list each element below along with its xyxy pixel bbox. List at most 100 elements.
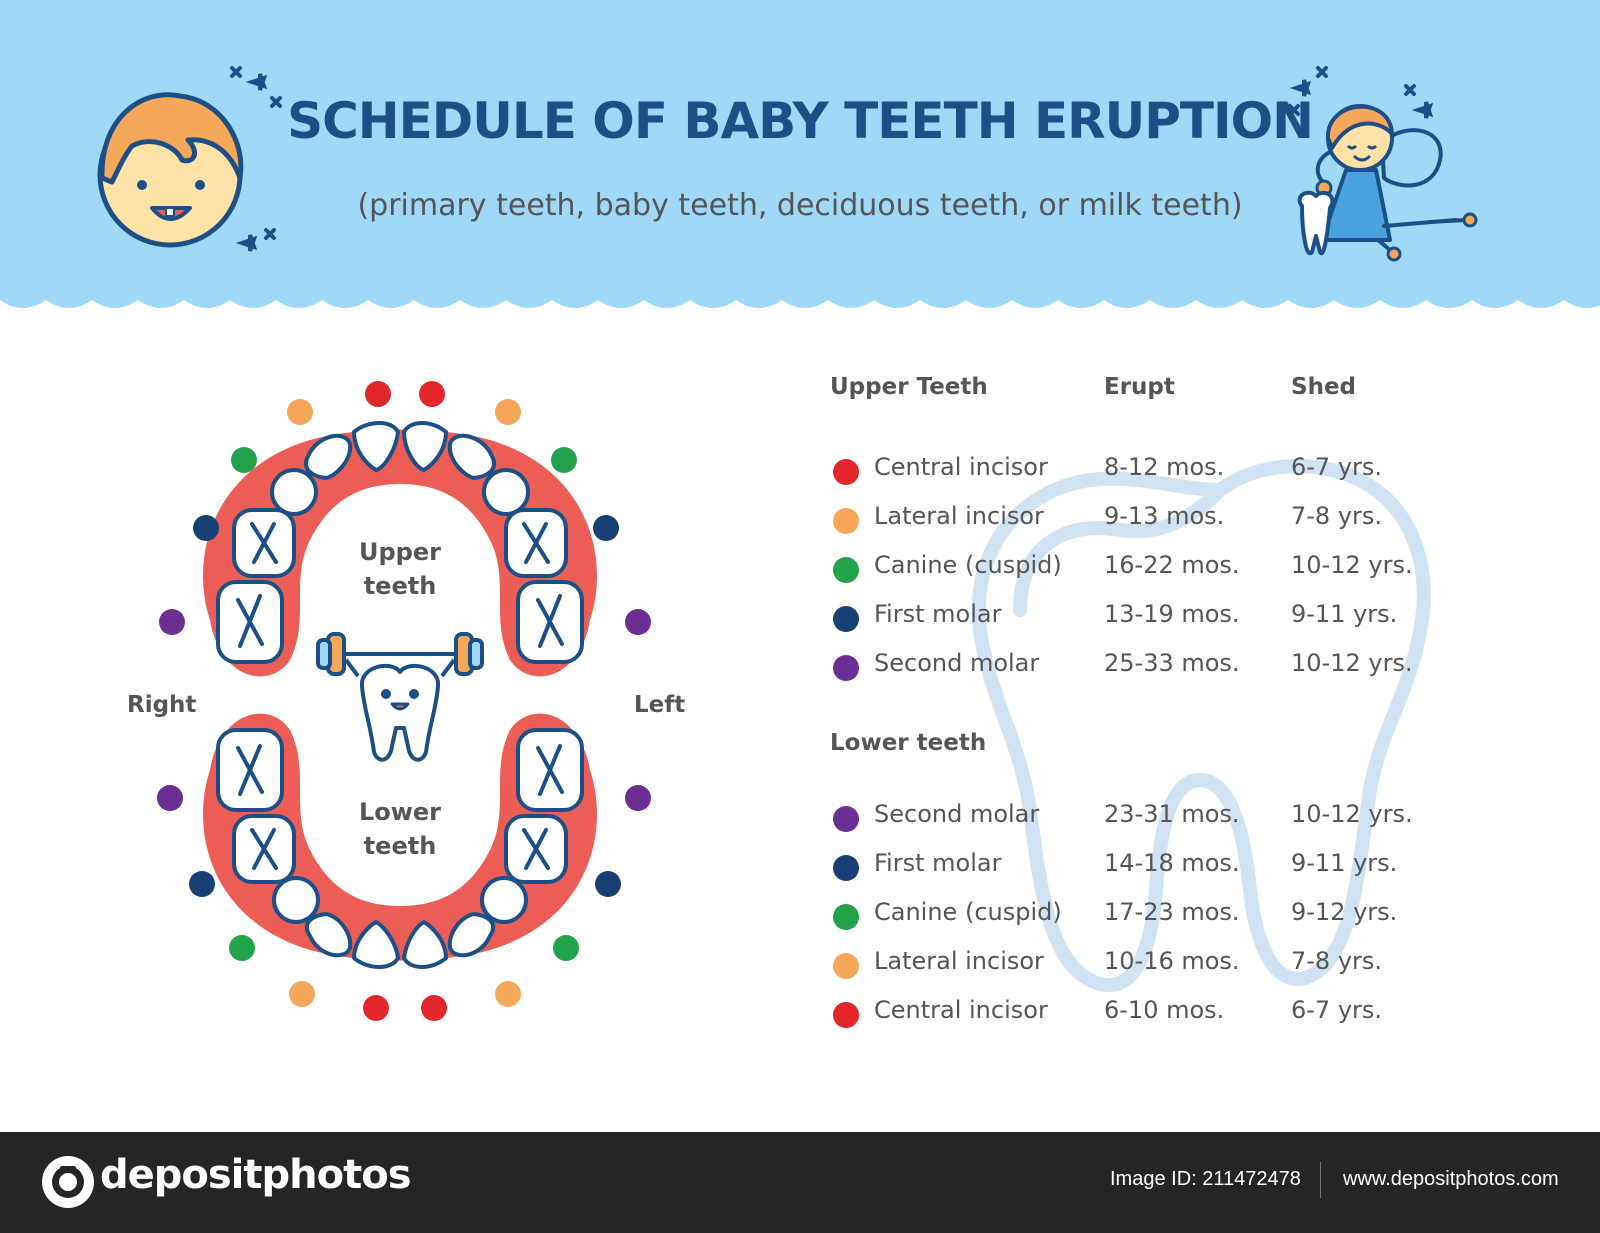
table-row: Central incisor 8-12 mos. 6-7 yrs. — [830, 451, 1450, 491]
dot-lower-lateral-incisor-right — [289, 981, 315, 1007]
tooth-color-dot — [833, 508, 859, 534]
left-side-label: Left — [634, 692, 686, 718]
tooth-color-dot — [833, 1002, 859, 1028]
dot-upper-central-incisor-right — [365, 381, 391, 407]
dot-lower-lateral-incisor-left — [495, 981, 521, 1007]
tooth-upper-canine-left — [482, 468, 530, 516]
dental-chart-diagram: Upper teeth Lower teeth — [157, 381, 651, 1021]
table-row: First molar 14-18 mos. 9-11 yrs. — [830, 847, 1450, 887]
erupt-age: 10-16 mos. — [1104, 947, 1240, 975]
tooth-color-dot — [833, 806, 859, 832]
sparkle-stars-icon — [1288, 66, 1434, 119]
shed-age: 10-12 yrs. — [1291, 649, 1413, 677]
tooth-lower-lateral-incisor-left — [447, 912, 496, 958]
upper-teeth-header: Upper Teeth — [830, 374, 988, 400]
footer-divider — [1320, 1162, 1321, 1198]
tooth-name: Canine (cuspid) — [874, 898, 1062, 926]
tooth-color-dot — [833, 557, 859, 583]
erupt-age: 17-23 mos. — [1104, 898, 1240, 926]
shed-age: 9-11 yrs. — [1291, 600, 1398, 628]
tooth-lower-canine-right — [272, 876, 320, 924]
dot-upper-canine-left — [551, 447, 577, 473]
erupt-age: 25-33 mos. — [1104, 649, 1240, 677]
dot-upper-canine-right — [231, 447, 257, 473]
dot-upper-first-molar-right — [193, 515, 219, 541]
dot-upper-lateral-incisor-right — [287, 399, 313, 425]
table-row: Second molar 23-31 mos. 10-12 yrs. — [830, 798, 1450, 838]
shed-age: 6-7 yrs. — [1291, 453, 1383, 481]
dot-lower-canine-right — [229, 935, 255, 961]
right-side-label: Right — [127, 692, 197, 718]
tooth-lower-lateral-incisor-right — [304, 912, 353, 958]
table-row: Lateral incisor 10-16 mos. 7-8 yrs. — [830, 945, 1450, 985]
tooth-color-dot — [833, 459, 859, 485]
dot-lower-central-incisor-left — [421, 995, 447, 1021]
tooth-outline-icon — [971, 459, 1431, 993]
table-row: Second molar 25-33 mos. 10-12 yrs. — [830, 647, 1450, 687]
tooth-upper-central-incisor-right — [352, 421, 400, 472]
shed-age: 9-11 yrs. — [1291, 849, 1398, 877]
table-row: Central incisor 6-10 mos. 6-7 yrs. — [830, 994, 1450, 1034]
sparkle-stars-icon — [230, 66, 282, 252]
shed-age: 7-8 yrs. — [1291, 947, 1383, 975]
table-row: Canine (cuspid) 16-22 mos. 10-12 yrs. — [830, 549, 1450, 589]
baby-face-illustration — [97, 66, 282, 252]
page-title: SCHEDULE OF BABY TEETH ERUPTION — [287, 92, 1314, 150]
lower-teeth-label-line1: Lower — [359, 798, 441, 826]
tooth-name: Central incisor — [874, 453, 1048, 481]
table-row: Lateral incisor 9-13 mos. 7-8 yrs. — [830, 500, 1450, 540]
tooth-name: Second molar — [874, 800, 1040, 828]
shed-age: 9-12 yrs. — [1291, 898, 1398, 926]
tooth-color-dots — [157, 381, 651, 1021]
dot-upper-central-incisor-left — [419, 381, 445, 407]
dot-upper-second-molar-right — [159, 609, 185, 635]
image-id-text: Image ID: 211472478 — [1110, 1168, 1301, 1190]
dot-lower-second-molar-right — [157, 785, 183, 811]
dot-lower-second-molar-left — [625, 785, 651, 811]
erupt-age: 16-22 mos. — [1104, 551, 1240, 579]
site-url-link[interactable]: www.depositphotos.com — [1343, 1168, 1559, 1190]
erupt-age: 6-10 mos. — [1104, 996, 1225, 1024]
tooth-name: First molar — [874, 849, 1002, 877]
tooth-upper-lateral-incisor-left — [447, 434, 496, 480]
tooth-mascot-icon — [316, 632, 484, 762]
tooth-upper-lateral-incisor-right — [304, 434, 353, 480]
tooth-color-dot — [833, 953, 859, 979]
table-row: First molar 13-19 mos. 9-11 yrs. — [830, 598, 1450, 638]
dot-lower-first-molar-left — [595, 871, 621, 897]
shed-age: 6-7 yrs. — [1291, 996, 1383, 1024]
lower-arch — [203, 713, 597, 969]
brand-name[interactable]: depositphotos — [100, 1152, 412, 1198]
tooth-lower-central-incisor-right — [352, 920, 400, 969]
upper-teeth-label-line2: teeth — [364, 572, 437, 600]
dot-lower-first-molar-right — [189, 871, 215, 897]
tooth-name: First molar — [874, 600, 1002, 628]
erupt-age: 13-19 mos. — [1104, 600, 1240, 628]
tooth-fairy-illustration — [1288, 66, 1478, 262]
erupt-age: 23-31 mos. — [1104, 800, 1240, 828]
tooth-color-dot — [833, 606, 859, 632]
tooth-name: Central incisor — [874, 996, 1048, 1024]
tooth-name: Lateral incisor — [874, 947, 1044, 975]
camera-logo-icon — [42, 1156, 94, 1208]
erupt-age: 9-13 mos. — [1104, 502, 1225, 530]
tooth-upper-canine-right — [270, 468, 318, 516]
tooth-name: Second molar — [874, 649, 1040, 677]
shed-header: Shed — [1291, 374, 1357, 400]
wave-divider — [0, 290, 1600, 308]
upper-teeth-label-line1: Upper — [359, 538, 441, 566]
erupt-age: 14-18 mos. — [1104, 849, 1240, 877]
tooth-color-dot — [833, 904, 859, 930]
lower-teeth-header: Lower teeth — [830, 730, 987, 756]
dot-upper-lateral-incisor-left — [495, 399, 521, 425]
tooth-upper-central-incisor-left — [402, 421, 448, 472]
erupt-header: Erupt — [1104, 374, 1175, 400]
table-row: Canine (cuspid) 17-23 mos. 9-12 yrs. — [830, 896, 1450, 936]
eruption-table: Upper Teeth Erupt Shed Central incisor 8… — [830, 374, 1450, 1034]
upper-arch — [203, 421, 597, 677]
shed-age: 10-12 yrs. — [1291, 551, 1413, 579]
erupt-age: 8-12 mos. — [1104, 453, 1225, 481]
tooth-lower-central-incisor-left — [402, 920, 448, 969]
shed-age: 7-8 yrs. — [1291, 502, 1383, 530]
tooth-name: Canine (cuspid) — [874, 551, 1062, 579]
